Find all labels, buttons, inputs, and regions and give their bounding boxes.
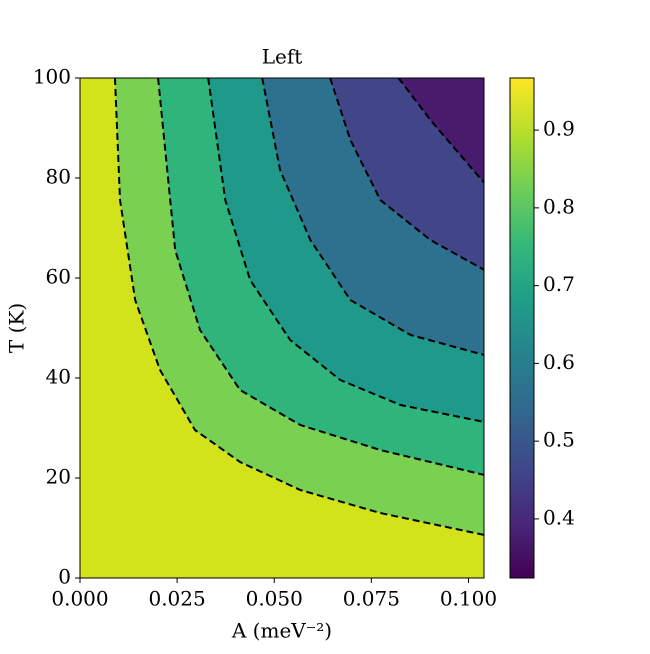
y-tick-label: 0 [58,565,71,589]
colorbar-tick-label: 0.9 [543,117,575,141]
chart-title: Left [262,45,303,69]
y-tick-label: 100 [33,65,71,89]
y-tick-label: 60 [46,265,71,289]
colorbar-tick-label: 0.7 [543,272,575,296]
colorbar [509,77,535,579]
contour-lines [113,78,484,536]
colorbar-tick-label: 0.4 [543,505,575,529]
colorbar-tick-label: 0.8 [543,194,575,218]
plot-frame [79,77,485,579]
y-tick-label: 20 [46,465,71,489]
contour-line [207,78,484,423]
contour-fills [80,78,484,578]
y-axis-label: T (K) [5,303,29,353]
x-axis-label: A (meV⁻²) [231,619,332,643]
contour-line [397,78,484,184]
colorbar-tick-label: 0.5 [543,428,575,452]
colorbar-tick-label: 0.6 [543,350,575,374]
contour-line [329,78,484,271]
x-tick-label: 0.000 [51,587,108,611]
x-tick-label: 0.100 [440,587,497,611]
x-tick-label: 0.025 [148,587,205,611]
contour-line [261,78,484,356]
x-tick-label: 0.050 [246,587,303,611]
x-tick-label: 0.075 [343,587,400,611]
y-tick-label: 80 [46,165,71,189]
axes: 0.000 0.025 0.050 0.075 0.100 0 20 40 60 80 100 0.4… [33,65,575,611]
y-tick-label: 40 [46,365,71,389]
contour-line [113,78,484,536]
